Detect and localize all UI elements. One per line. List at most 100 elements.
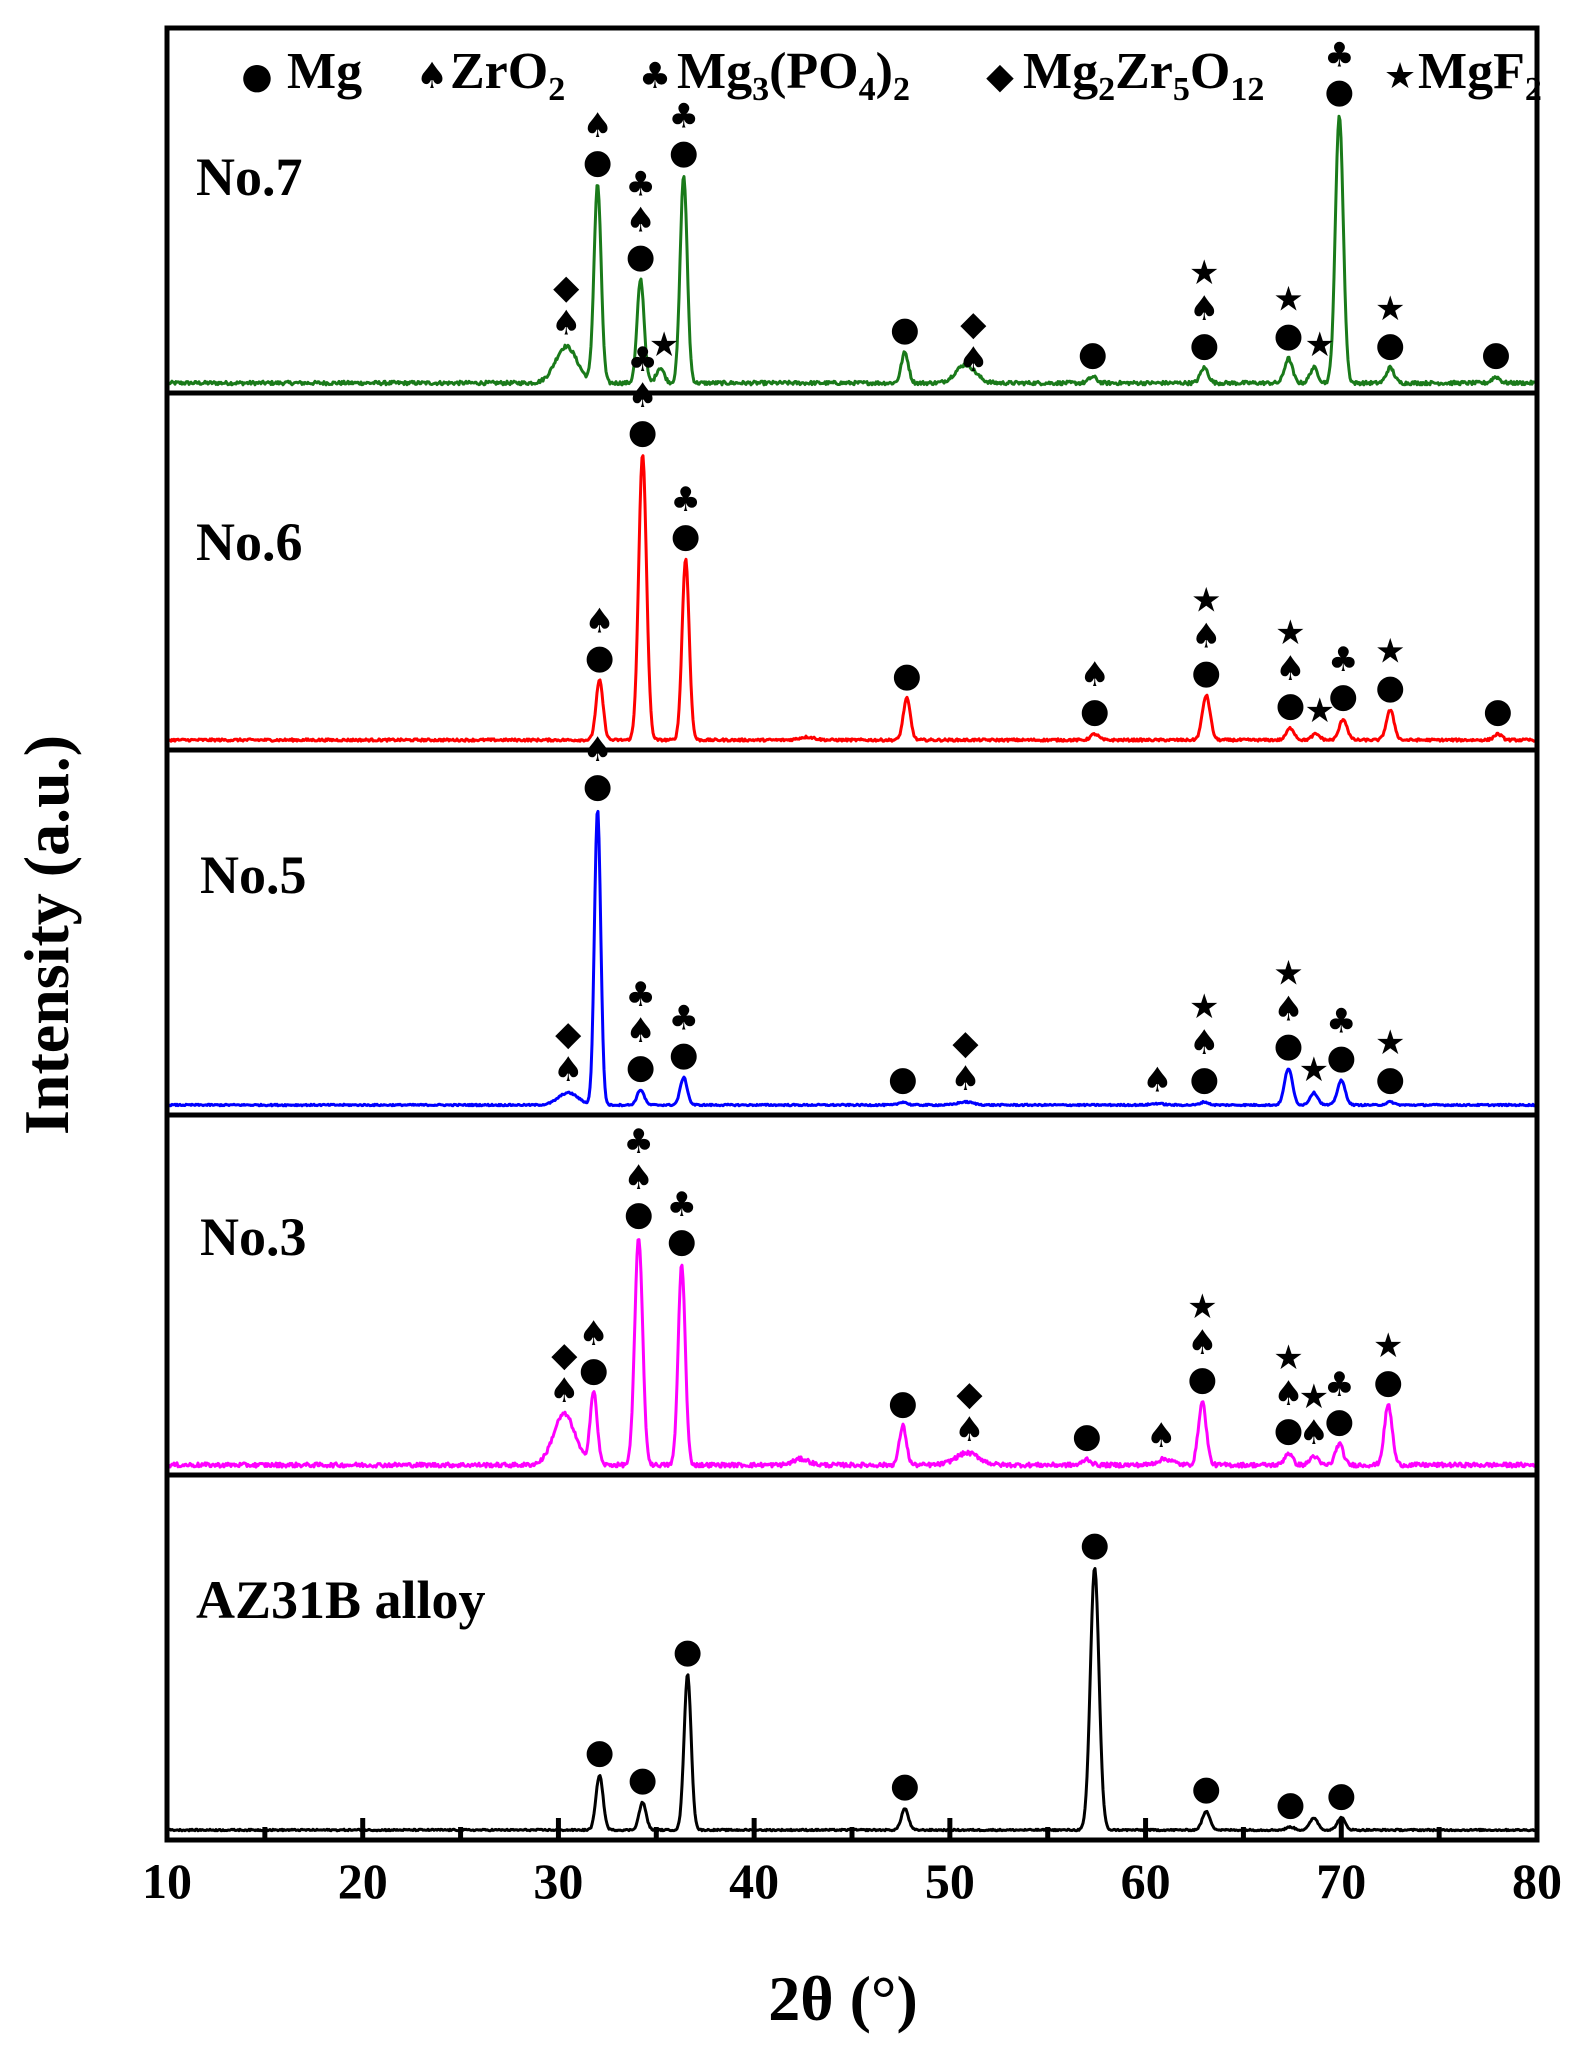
series-line (167, 809, 1536, 1108)
phase-marker: ♠ (627, 376, 657, 416)
phase-marker: ♠ (1079, 655, 1109, 695)
phase-marker: ♠ (1191, 616, 1221, 656)
phase-marker: ◆ (956, 1374, 983, 1414)
phase-marker: ★ (1189, 987, 1219, 1027)
phase-marker: ◆ (551, 1335, 578, 1375)
phase-marker: ◆ (555, 1014, 582, 1054)
phase-marker: ● (1483, 691, 1513, 731)
phase-marker: ♠ (1189, 1023, 1219, 1063)
panel-3: No.5♠◆●♠●♠♣●♣● ♠◆♠ ●♠★●♠★★●♣●★ (167, 730, 1536, 1108)
phase-marker: ● (890, 310, 920, 350)
plot-frame (164, 25, 1540, 1843)
phase-marker: ★ (1273, 1338, 1303, 1378)
legend-label: Mg (287, 43, 362, 100)
phase-marker: ★ (1375, 289, 1405, 329)
panel-4: No.3♠◆ ●♠●♠♣●♣●♠◆● ♠●♠★●♠★♠★●♣ ●★ (167, 1122, 1537, 1469)
phase-marker: ● (673, 1631, 703, 1671)
series-line (167, 114, 1536, 387)
phase-marker: ● (1276, 1784, 1306, 1824)
phase-marker: ● (579, 1350, 609, 1390)
phase-marker: ♣ (668, 97, 698, 137)
phase-marker: ★ (1305, 691, 1335, 731)
phase-marker: ● (671, 516, 701, 556)
legend-label: Mg3(PO4)2 (677, 43, 910, 108)
legend-label: Mg2Zr5O12 (1023, 43, 1264, 108)
x-tick-label: 80 (1512, 1853, 1562, 1909)
phase-marker: ● (1375, 667, 1405, 707)
phase-marker: ♣ (625, 164, 655, 204)
phase-marker: ♠ (625, 200, 655, 240)
phase-marker: ♣ (670, 480, 700, 520)
phase-marker: ● (626, 1047, 656, 1087)
phase-marker: ● (1328, 676, 1358, 716)
phase-marker: ● (1078, 334, 1108, 374)
legend-label: ZrO2 (450, 43, 565, 108)
legend-symbol: ♣ (639, 56, 671, 97)
legend-symbol: ◆ (986, 56, 1014, 97)
phase-marker: ● (583, 766, 613, 806)
phase-marker: ◆ (553, 267, 580, 307)
phase-marker: ♠ (551, 303, 581, 343)
phase-marker: ♣ (625, 975, 655, 1015)
y-axis-label: Intensity (a.u.) (11, 735, 82, 1135)
phase-marker: ♠ (1142, 1060, 1172, 1100)
sample-label: AZ31B alloy (196, 1570, 486, 1630)
phase-marker: ★ (1189, 253, 1219, 293)
phase-marker: ♣ (623, 1122, 653, 1162)
phase-marker: ● (583, 142, 613, 182)
phase-marker: ♠ (549, 1371, 579, 1411)
phase-marker: ● (1189, 1059, 1219, 1099)
panels-group: No.7♠◆●♠●♠♣★●♣●♠◆● ●♠★●★★●♣●★●No.6●♠●♠♣●♣… (164, 25, 1540, 1843)
phase-marker: ● (1274, 1410, 1304, 1450)
sample-label: No.6 (196, 512, 303, 572)
phase-marker: ● (1072, 1416, 1102, 1456)
phase-marker: ♣ (668, 999, 698, 1039)
legend-label: MgF2 (1418, 43, 1542, 108)
panel-2: No.6●♠●♠♣●♣●●♠ ●♠★●♠★★●♣●★● (168, 340, 1537, 743)
x-tick-label: 40 (729, 1853, 779, 1909)
phase-marker: ◆ (952, 1023, 979, 1063)
phase-marker: ● (628, 412, 658, 452)
phase-marker: ★ (1275, 613, 1305, 653)
x-tick-label: 70 (1316, 1853, 1366, 1909)
phase-marker: ● (585, 1732, 615, 1772)
x-tick-label: 50 (925, 1853, 975, 1909)
phase-marker: ● (890, 1766, 920, 1806)
phase-marker: ♣ (1326, 1002, 1356, 1042)
phase-marker: ● (892, 655, 922, 695)
phase-marker: ● (1191, 1769, 1221, 1809)
phase-marker: ♠ (1146, 1416, 1176, 1456)
x-tick-label: 60 (1121, 1853, 1171, 1909)
phase-marker: ♠ (623, 1158, 653, 1198)
x-tick-label: 10 (142, 1853, 192, 1909)
phase-marker: ◆ (960, 304, 987, 344)
phase-marker: ★ (1299, 1050, 1329, 1090)
phase-marker: ★ (1187, 1287, 1217, 1327)
phase-marker: ● (1189, 325, 1219, 365)
phase-marker: ★ (1373, 1326, 1403, 1366)
phase-marker: ★ (1273, 953, 1303, 993)
phase-marker: ● (1373, 1362, 1403, 1402)
phase-marker: ♠ (954, 1410, 984, 1450)
phase-marker: ● (888, 1383, 918, 1423)
legend-symbol: ★ (1384, 56, 1416, 97)
phase-marker: ★ (1299, 1377, 1329, 1417)
phase-marker: ● (1274, 316, 1304, 356)
phase-marker: ★ (1375, 631, 1405, 671)
phase-marker: ● (1481, 334, 1511, 374)
phase-marker: ● (585, 638, 615, 678)
phase-marker: ● (1326, 1775, 1356, 1815)
phase-marker: ● (1324, 1401, 1354, 1441)
panel-1: No.7♠◆●♠●♠♣★●♣●♠◆● ●♠★●★★●♣●★● (167, 36, 1536, 387)
series-line (168, 454, 1537, 743)
phase-marker: ★ (1191, 580, 1221, 620)
sample-label: No.5 (200, 845, 307, 905)
phase-marker: ♠ (1187, 1323, 1217, 1363)
phase-marker: ♠ (584, 602, 614, 642)
phase-marker: ● (1375, 1059, 1405, 1099)
sample-label: No.7 (196, 147, 303, 207)
phase-marker: ● (1274, 1025, 1304, 1065)
phase-marker: ● (1080, 691, 1110, 731)
phase-marker: ● (669, 1035, 699, 1075)
